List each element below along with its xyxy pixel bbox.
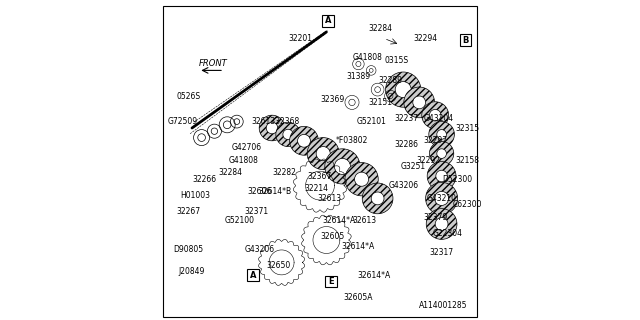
Text: 32266: 32266 [193,175,217,184]
Text: A: A [324,16,332,25]
Text: 32369: 32369 [321,95,345,104]
Text: 32289: 32289 [378,76,403,84]
Circle shape [413,96,426,109]
Text: FRONT: FRONT [198,59,227,68]
Text: D52300: D52300 [442,175,473,184]
Text: 32367: 32367 [308,172,332,180]
Text: H01003: H01003 [180,191,210,200]
Circle shape [324,149,360,184]
Text: G43206: G43206 [388,181,419,190]
Circle shape [362,183,393,214]
Text: E: E [328,277,334,286]
Circle shape [371,192,384,205]
Text: B: B [463,36,468,44]
Text: 32282: 32282 [273,168,297,177]
Text: *F03802: *F03802 [336,136,368,145]
Text: 32605A: 32605A [344,293,373,302]
Circle shape [435,191,449,205]
FancyBboxPatch shape [323,15,334,27]
Text: G72509: G72509 [167,117,198,126]
Circle shape [436,130,447,139]
Text: G43206: G43206 [244,245,275,254]
Text: 32614*B: 32614*B [259,188,292,196]
Text: D90805: D90805 [173,245,204,254]
Circle shape [426,209,457,239]
Text: 32151: 32151 [369,98,393,107]
Circle shape [428,162,456,190]
Text: 32605: 32605 [321,232,345,241]
Circle shape [283,129,293,140]
Circle shape [429,109,441,121]
Text: C62300: C62300 [452,200,482,209]
Text: A114001285: A114001285 [419,301,467,310]
Circle shape [259,115,285,141]
Text: A: A [250,271,256,280]
Circle shape [385,72,421,107]
Circle shape [426,182,458,214]
Text: 32371: 32371 [244,207,268,216]
Circle shape [345,163,378,196]
Text: 32614*A: 32614*A [358,271,391,280]
Circle shape [436,149,447,158]
FancyBboxPatch shape [247,269,259,281]
Circle shape [290,126,319,155]
Text: 32284: 32284 [218,168,243,177]
Text: 32650: 32650 [266,261,291,270]
Text: 32297: 32297 [423,136,447,145]
Text: 3261332368: 3261332368 [251,117,300,126]
Text: 32292: 32292 [417,156,441,164]
Circle shape [307,138,339,170]
Circle shape [422,102,449,129]
Text: 32317: 32317 [429,248,454,257]
FancyBboxPatch shape [460,34,471,46]
Text: 32201: 32201 [289,34,313,43]
Circle shape [355,172,369,186]
Text: 32237: 32237 [394,114,419,123]
Text: G41808: G41808 [353,53,383,62]
Text: 32158: 32158 [455,156,479,164]
Text: 32614*A: 32614*A [323,216,356,225]
Circle shape [429,122,454,147]
Text: 32284: 32284 [369,24,393,33]
Circle shape [298,134,310,147]
Text: J20849: J20849 [179,268,205,276]
Circle shape [429,141,454,166]
Circle shape [436,170,447,182]
Text: G41808: G41808 [228,156,258,164]
Text: 32606: 32606 [247,188,271,196]
Text: G42706: G42706 [231,143,262,152]
Text: G43210: G43210 [427,194,456,203]
Text: G22304: G22304 [433,229,463,238]
Text: 0315S: 0315S [385,56,409,65]
Text: 31389: 31389 [346,72,371,81]
Text: 32379: 32379 [423,213,447,222]
Circle shape [266,122,278,134]
Text: 32286: 32286 [394,140,419,148]
Circle shape [396,82,412,98]
Circle shape [334,158,351,174]
Circle shape [435,218,448,230]
Text: 32294: 32294 [413,34,438,43]
Circle shape [404,87,435,118]
Text: G43204: G43204 [423,114,454,123]
Text: 0526S: 0526S [177,92,201,100]
Text: 32267: 32267 [177,207,201,216]
Text: 32614*A: 32614*A [342,242,375,251]
Text: G3251: G3251 [400,162,426,171]
Text: G52100: G52100 [225,216,255,225]
Circle shape [316,147,330,161]
FancyBboxPatch shape [326,276,337,287]
Text: 32214: 32214 [305,184,329,193]
Text: G52101: G52101 [356,117,386,126]
Text: 32613: 32613 [317,194,342,203]
Text: 32315: 32315 [455,124,479,132]
Text: 32613: 32613 [353,216,377,225]
Circle shape [276,122,300,147]
